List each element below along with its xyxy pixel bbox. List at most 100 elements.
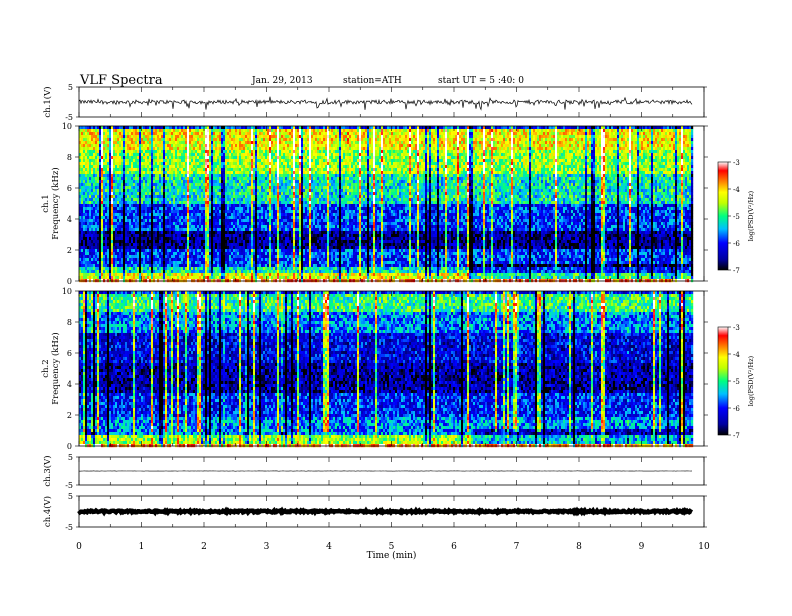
- ch1-spec-cell: [109, 162, 111, 165]
- ch1-spec-cell: [165, 171, 167, 174]
- ch1-spec-cell: [221, 210, 223, 213]
- ch1-spec-cell: [235, 135, 237, 138]
- ch1-spec-cell: [107, 204, 109, 207]
- ch1-spec-cell: [175, 270, 177, 273]
- ch1-spec-cell: [109, 228, 111, 231]
- ch1-spec-cell: [167, 225, 169, 228]
- ch1-spec-cell: [217, 234, 219, 237]
- ch1-spec-cell: [129, 138, 131, 141]
- ch1-spec-cell: [239, 192, 241, 195]
- ch1-spec-cell: [111, 249, 113, 252]
- ch1-spec-cell: [261, 177, 263, 180]
- ch1-spec-cell: [145, 243, 147, 246]
- ch1-spec-cell: [83, 213, 85, 216]
- ch1-spec-cell: [267, 180, 269, 183]
- ch1-spec-cell: [233, 126, 235, 129]
- ch1-spec-cell: [99, 126, 101, 129]
- ch1-spec-cell: [257, 246, 259, 249]
- ch1-spec-cell: [247, 168, 249, 171]
- ch1-spec-cell: [167, 129, 169, 132]
- ch1-spec-cell: [105, 213, 107, 216]
- ch1-spec-cell: [167, 264, 169, 267]
- ch1-spec-cell: [119, 198, 121, 201]
- ch1-spec-cell: [143, 228, 145, 231]
- ch1-spec-cell: [227, 162, 229, 165]
- ch1-spec-cell: [267, 144, 269, 147]
- ch1-spec-cell: [193, 192, 195, 195]
- ch1-spec-cell: [259, 261, 261, 264]
- ch1-spec-cell: [259, 198, 261, 201]
- ch1-spec-cell: [255, 198, 257, 201]
- ch1-spec-cell: [101, 132, 103, 135]
- ch1-spec-cell: [171, 141, 173, 144]
- ch1-spec-cell: [149, 171, 151, 174]
- ch1-spec-cell: [155, 264, 157, 267]
- ch1-spec-cell: [255, 249, 257, 252]
- ch1-spec-cell: [183, 204, 185, 207]
- ch1-spec-cell: [191, 156, 193, 159]
- ch1-spec-cell: [91, 210, 93, 213]
- ch1-spec-cell: [153, 204, 155, 207]
- ch1-spec-cell: [103, 132, 105, 135]
- ch1-spec-cell: [87, 204, 89, 207]
- ch1-spec-cell: [261, 255, 263, 258]
- ch1-spec-cell: [109, 204, 111, 207]
- ch1-spec-cell: [191, 174, 193, 177]
- ch1-spec-cell: [83, 267, 85, 270]
- ch1-spec-cell: [189, 234, 191, 237]
- ch1-spec-cell: [267, 150, 269, 153]
- ch1-spec-cell: [223, 264, 225, 267]
- ch1-spec-cell: [145, 258, 147, 261]
- ch1-spec-cell: [119, 201, 121, 204]
- ch1-spec-cell: [125, 192, 127, 195]
- ch1-spec-cell: [123, 153, 125, 156]
- ch1-spec-cell: [159, 255, 161, 258]
- ch1-spec-cell: [245, 135, 247, 138]
- ch1-spec-cell: [219, 228, 221, 231]
- ch1-spec-cell: [89, 165, 91, 168]
- ch1-spec-cell: [175, 153, 177, 156]
- ch1-spec-cell: [247, 216, 249, 219]
- ch1-spec-cell: [89, 201, 91, 204]
- ch1-spec-cell: [113, 243, 115, 246]
- ch1-spec-cell: [81, 174, 83, 177]
- ch1-spec-cell: [157, 189, 159, 192]
- ch1-spec-cell: [127, 276, 129, 279]
- ch1-spec-cell: [163, 126, 165, 129]
- ch1-spec-cell: [185, 147, 187, 150]
- ch1-spec-cell: [103, 273, 105, 276]
- ch1-spec-cell: [193, 153, 195, 156]
- ch1-spec-cell: [199, 180, 201, 183]
- ch1-spec-cell: [151, 141, 153, 144]
- ch1-spec-cell: [171, 270, 173, 273]
- ch1-spec-cell: [127, 147, 129, 150]
- ch1-spec-cell: [255, 204, 257, 207]
- ch1-spec-cell: [149, 186, 151, 189]
- ch1-spec-cell: [143, 252, 145, 255]
- ch1-spec-cell: [231, 132, 233, 135]
- ch1-spec-cell: [171, 186, 173, 189]
- ch1-spec-cell: [173, 246, 175, 249]
- ch1-spec-cell: [113, 201, 115, 204]
- ch1-spec-cell: [155, 201, 157, 204]
- ch1-spec-cell: [163, 231, 165, 234]
- ch1-spec-cell: [91, 180, 93, 183]
- ch1-spec-cell: [149, 267, 151, 270]
- ch1-spec-cell: [259, 135, 261, 138]
- ch1-spec-cell: [141, 138, 143, 141]
- ch1-spec-cell: [243, 228, 245, 231]
- ch1-spec-cell: [177, 228, 179, 231]
- ch1-spec-cell: [131, 201, 133, 204]
- ch1-spec-cell: [101, 240, 103, 243]
- ch1-spec-cell: [219, 156, 221, 159]
- ch1-spec-cell: [241, 180, 243, 183]
- ch1-spec-cell: [101, 177, 103, 180]
- ch1-spec-cell: [251, 213, 253, 216]
- ch1-spec-cell: [209, 132, 211, 135]
- ch1-spec-cell: [173, 261, 175, 264]
- ch1-spec-cell: [261, 153, 263, 156]
- ch1-spec-cell: [239, 273, 241, 276]
- ch1-spec-cell: [267, 276, 269, 279]
- ch1-spec-cell: [119, 174, 121, 177]
- ch1-spec-cell: [101, 255, 103, 258]
